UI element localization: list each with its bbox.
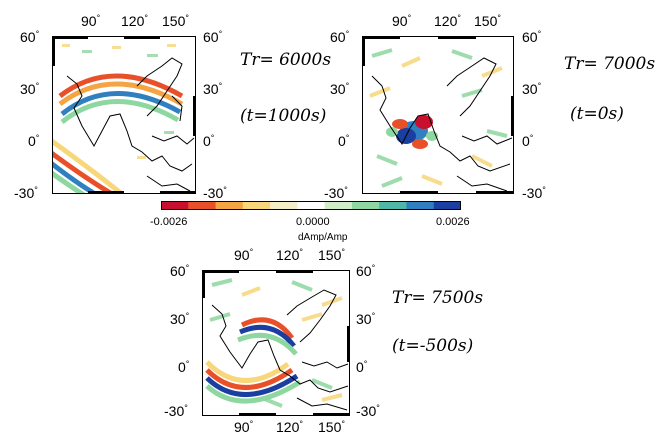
lat-tick-left-60: 60° <box>170 263 190 279</box>
coastline <box>66 57 195 192</box>
lat-tick-right-30: 30° <box>522 81 542 97</box>
lat-tick-right-minus30: -30° <box>522 185 546 201</box>
wavefront-arcs <box>205 317 302 404</box>
lat-tick-right-60: 60° <box>203 29 223 45</box>
colorbar <box>161 201 461 210</box>
lat-tick-left-30: 30° <box>20 81 40 97</box>
colorbar-swatch <box>406 201 435 210</box>
lat-tick-left-60: 60° <box>330 29 350 45</box>
map-2 <box>362 36 514 194</box>
colorbar-mid-label: 0.0000 <box>296 216 330 228</box>
lon-tick-top-90: 90° <box>234 247 254 263</box>
lat-tick-left-60: 60° <box>20 29 40 45</box>
lon-tick-bottom-150: 150° <box>318 419 345 435</box>
map-3 <box>202 270 350 416</box>
panel-1-time: (t=1000s) <box>240 106 327 126</box>
panel-2-time: (t=0s) <box>570 104 624 124</box>
lon-tick-top-120: 120° <box>276 247 303 263</box>
lon-tick-top-150: 150° <box>162 13 189 29</box>
noise-speckle <box>369 48 508 188</box>
wavefront-arcs <box>52 73 184 194</box>
colorbar-swatch <box>215 201 244 210</box>
lat-tick-left-0: 0° <box>338 133 350 149</box>
lat-tick-right-30: 30° <box>356 311 376 327</box>
colorbar-swatch <box>351 201 380 210</box>
lat-tick-right-minus30: -30° <box>356 403 380 419</box>
colorbar-border <box>161 201 461 210</box>
colorbar-swatch <box>379 201 407 210</box>
lon-tick-top-90: 90° <box>81 13 101 29</box>
lon-tick-top-120: 120° <box>121 13 148 29</box>
lat-tick-left-30: 30° <box>170 311 190 327</box>
coastline <box>211 289 349 411</box>
colorbar-swatch <box>324 201 353 210</box>
lat-tick-right-30: 30° <box>203 81 223 97</box>
lat-tick-right-0: 0° <box>203 133 215 149</box>
lon-tick-top-120: 120° <box>434 13 461 29</box>
colorbar-min-label: -0.0026 <box>150 216 188 228</box>
lat-tick-right-60: 60° <box>356 263 376 279</box>
panel-1-title: Tr= 6000s <box>240 50 332 70</box>
lat-tick-left-minus30: -30° <box>164 403 188 419</box>
noise-speckle <box>62 44 176 159</box>
lon-tick-top-150: 150° <box>318 247 345 263</box>
colorbar-swatch <box>161 201 189 210</box>
lat-tick-left-minus30: -30° <box>324 185 348 201</box>
lat-tick-right-0: 0° <box>522 133 534 149</box>
axis-frame-ticks <box>52 36 196 194</box>
lon-tick-top-90: 90° <box>392 13 412 29</box>
lat-tick-right-0: 0° <box>356 359 368 375</box>
lat-tick-left-0: 0° <box>178 359 190 375</box>
lon-tick-bottom-120: 120° <box>276 419 303 435</box>
axis-frame-ticks <box>362 36 514 194</box>
coastline <box>371 57 513 192</box>
lon-tick-bottom-90: 90° <box>234 419 254 435</box>
colorbar-swatch <box>270 201 298 210</box>
lat-tick-left-minus30: -30° <box>14 185 38 201</box>
panel-2-title: Tr= 7000s <box>564 54 656 74</box>
map-1 <box>52 36 196 194</box>
axis-frame-ticks <box>202 270 350 416</box>
colorbar-swatch <box>433 201 461 210</box>
lon-tick-top-150: 150° <box>474 13 501 29</box>
colorbar-swatch <box>188 201 217 210</box>
panel-3-time: (t=-500s) <box>392 336 474 356</box>
panel-3-title: Tr= 7500s <box>392 288 484 308</box>
colorbar-max-label: 0.0026 <box>436 216 470 228</box>
lat-tick-left-30: 30° <box>330 81 350 97</box>
lat-tick-left-0: 0° <box>28 133 40 149</box>
colorbar-title: dAmp/Amp <box>298 232 348 243</box>
lat-tick-right-60: 60° <box>522 29 542 45</box>
colorbar-swatch <box>297 201 326 210</box>
colorbar-swatch <box>242 201 271 210</box>
lat-tick-right-minus30: -30° <box>203 185 227 201</box>
